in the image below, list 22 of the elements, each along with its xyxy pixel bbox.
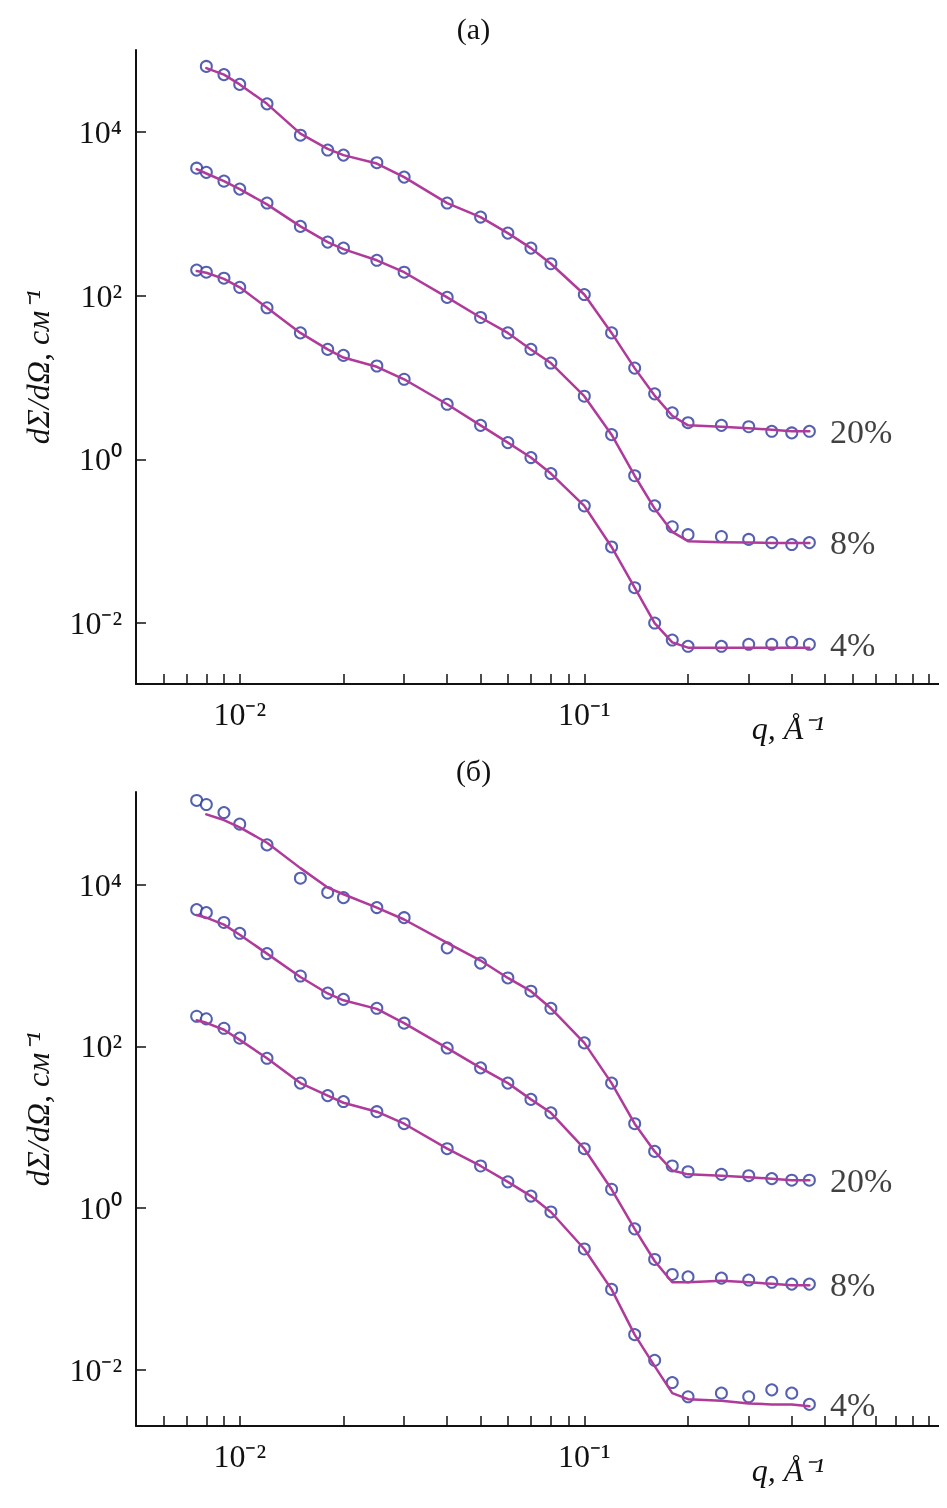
y-tick-label: 10² [80,277,122,314]
x-axis-title: q, Å⁻¹ [751,1452,824,1488]
y-tick-label: 10⁰ [79,1189,122,1226]
series-label: 8% [829,1265,876,1303]
series-label: 4% [829,1385,876,1423]
y-axis-title: dΣ/dΩ, см⁻¹ [20,1031,56,1187]
x-tick-label: 10⁻¹ [558,696,611,732]
y-tick-label: 10⁰ [79,441,122,478]
y-tick-label: 10⁴ [78,866,122,903]
y-tick-label: 10⁻² [69,1351,122,1388]
x-tick-label: 10⁻¹ [558,1438,611,1474]
chart-title: (а) [456,11,491,46]
y-tick-label: 10⁴ [78,113,122,150]
series-label: 20% [829,412,893,450]
chart-title: (б) [455,753,492,788]
y-tick-label: 10² [80,1028,122,1065]
y-axis-title: dΣ/dΩ, см⁻¹ [20,289,56,445]
series-label: 8% [829,524,876,562]
y-tick-label: 10⁻² [69,605,122,642]
x-axis-title: q, Å⁻¹ [751,710,824,746]
series-label: 20% [829,1161,893,1199]
series-label: 4% [829,625,876,663]
